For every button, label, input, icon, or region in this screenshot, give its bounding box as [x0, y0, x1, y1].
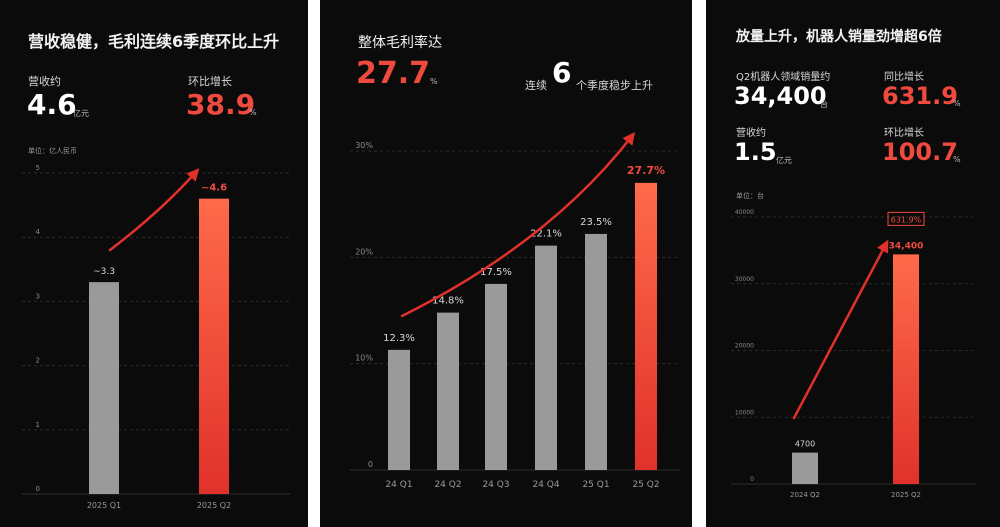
growth-badge: [887, 211, 925, 226]
y-tick-label: 1: [36, 421, 40, 429]
x-tick-label: 25 Q1: [582, 480, 609, 490]
bar: [585, 233, 607, 470]
panel-title: 放量上升，机器人销量劲增超6倍: [736, 29, 942, 45]
bar: [199, 198, 229, 494]
trend-arrow: [108, 168, 200, 252]
x-tick-label: 24 Q3: [482, 480, 509, 490]
streak-number: 6: [552, 56, 572, 89]
x-tick-label: 2025 Q2: [891, 491, 921, 499]
robot-sales-bar-chart: 0 10000 20000 30000 40000 4700 2024 Q2 34,400 20…: [731, 209, 976, 499]
sales-value: 34,400: [734, 82, 827, 110]
data-label: 17.5%: [480, 267, 512, 278]
bar: [89, 282, 119, 494]
y-tick-label: 30000: [735, 276, 754, 283]
data-label: 23.5%: [580, 217, 612, 228]
y-tick-label: 3: [36, 292, 40, 300]
revenue-label: 营收约: [736, 128, 766, 139]
streak-suffix: 个季度稳步上升: [576, 79, 653, 92]
x-tick-label: 24 Q1: [385, 480, 412, 490]
y-tick-label: 20%: [355, 247, 373, 256]
gross-margin-bar-chart: 0 10% 20% 30% 12.3% 24 Q1 14.8% 24 Q2 17.5% 24 Q3…: [350, 132, 680, 490]
margin-unit: %: [430, 77, 438, 86]
y-tick-label: 40000: [735, 209, 754, 216]
sales-label: Q2机器人领域销量约: [736, 72, 831, 83]
y-tick-label: 10%: [355, 354, 373, 363]
bar: [485, 283, 507, 470]
data-label: 4700: [795, 440, 815, 449]
y-tick-label: 0: [368, 460, 373, 469]
yoy-value: 631.9: [882, 82, 958, 110]
panel-title: 整体毛利率达: [358, 35, 442, 51]
x-tick-label: 2025 Q2: [197, 501, 231, 510]
y-tick-label: 20000: [735, 343, 754, 350]
x-tick-label: 2024 Q2: [790, 491, 820, 499]
y-tick-label: 30%: [355, 141, 373, 150]
panel-title: 营收稳健，毛利连续6季度环比上升: [28, 32, 280, 51]
margin-value: 27.7: [356, 56, 431, 91]
qoq-unit: %: [953, 155, 961, 164]
bar: [792, 452, 818, 484]
x-tick-label: 25 Q2: [632, 480, 659, 490]
bar: [893, 254, 919, 484]
data-label: 22.1%: [530, 229, 562, 240]
revenue-panel: 营收稳健，毛利连续6季度环比上升 营收约 4.6 亿元 环比增长 38.9 % …: [0, 0, 308, 527]
y-tick-label: 4: [36, 228, 41, 236]
y-tick-label: 0: [36, 485, 40, 493]
y-tick-label: 5: [36, 164, 40, 172]
data-label: 12.3%: [383, 333, 415, 344]
data-label: ~4.6: [201, 183, 227, 194]
yoy-unit: %: [953, 99, 961, 108]
bar: [388, 349, 410, 470]
x-tick-label: 24 Q4: [532, 480, 559, 490]
qoq-label: 环比增长: [884, 128, 924, 139]
bar: [535, 245, 557, 470]
x-tick-label: 2025 Q1: [87, 501, 121, 510]
revenue-unit: 亿元: [73, 109, 89, 118]
revenue-label: 营收约: [28, 75, 61, 88]
sales-unit: 台: [820, 100, 828, 109]
trend-arrow: [792, 239, 889, 420]
unit-note: 单位：台: [736, 192, 764, 200]
y-tick-label: 0: [750, 476, 754, 483]
qoq-unit: %: [249, 108, 257, 117]
streak-prefix: 连续: [525, 79, 547, 92]
data-label: 27.7%: [627, 164, 665, 177]
bar: [437, 312, 459, 470]
data-label: 14.8%: [432, 296, 464, 307]
yoy-label: 同比增长: [884, 72, 924, 83]
unit-note: 单位：亿人民币: [28, 147, 77, 155]
growth-badge-label: 631.9%: [891, 215, 922, 224]
data-label: ~3.3: [93, 267, 115, 277]
bar: [635, 182, 657, 470]
revenue-value: 4.6: [27, 88, 77, 121]
trend-arrow: [400, 132, 636, 318]
qoq-label: 环比增长: [188, 75, 232, 88]
qoq-value: 100.7: [882, 138, 958, 166]
y-tick-label: 10000: [735, 409, 754, 416]
revenue-value: 1.5: [734, 138, 777, 166]
gross-margin-panel: 整体毛利率达 27.7 % 连续 6 个季度稳步上升 0 10% 20% 30% 12.…: [320, 0, 692, 527]
revenue-unit: 亿元: [776, 156, 792, 165]
robot-sales-panel: 放量上升，机器人销量劲增超6倍 Q2机器人领域销量约 34,400 台 同比增长…: [706, 0, 1000, 527]
revenue-bar-chart: 0 1 2 3 4 5 ~3.3 2025 Q1 ~4.6 2025 Q2: [22, 164, 290, 510]
y-tick-label: 2: [36, 357, 40, 365]
data-label: 34,400: [889, 241, 924, 251]
qoq-value: 38.9: [186, 88, 256, 121]
x-tick-label: 24 Q2: [434, 480, 461, 490]
